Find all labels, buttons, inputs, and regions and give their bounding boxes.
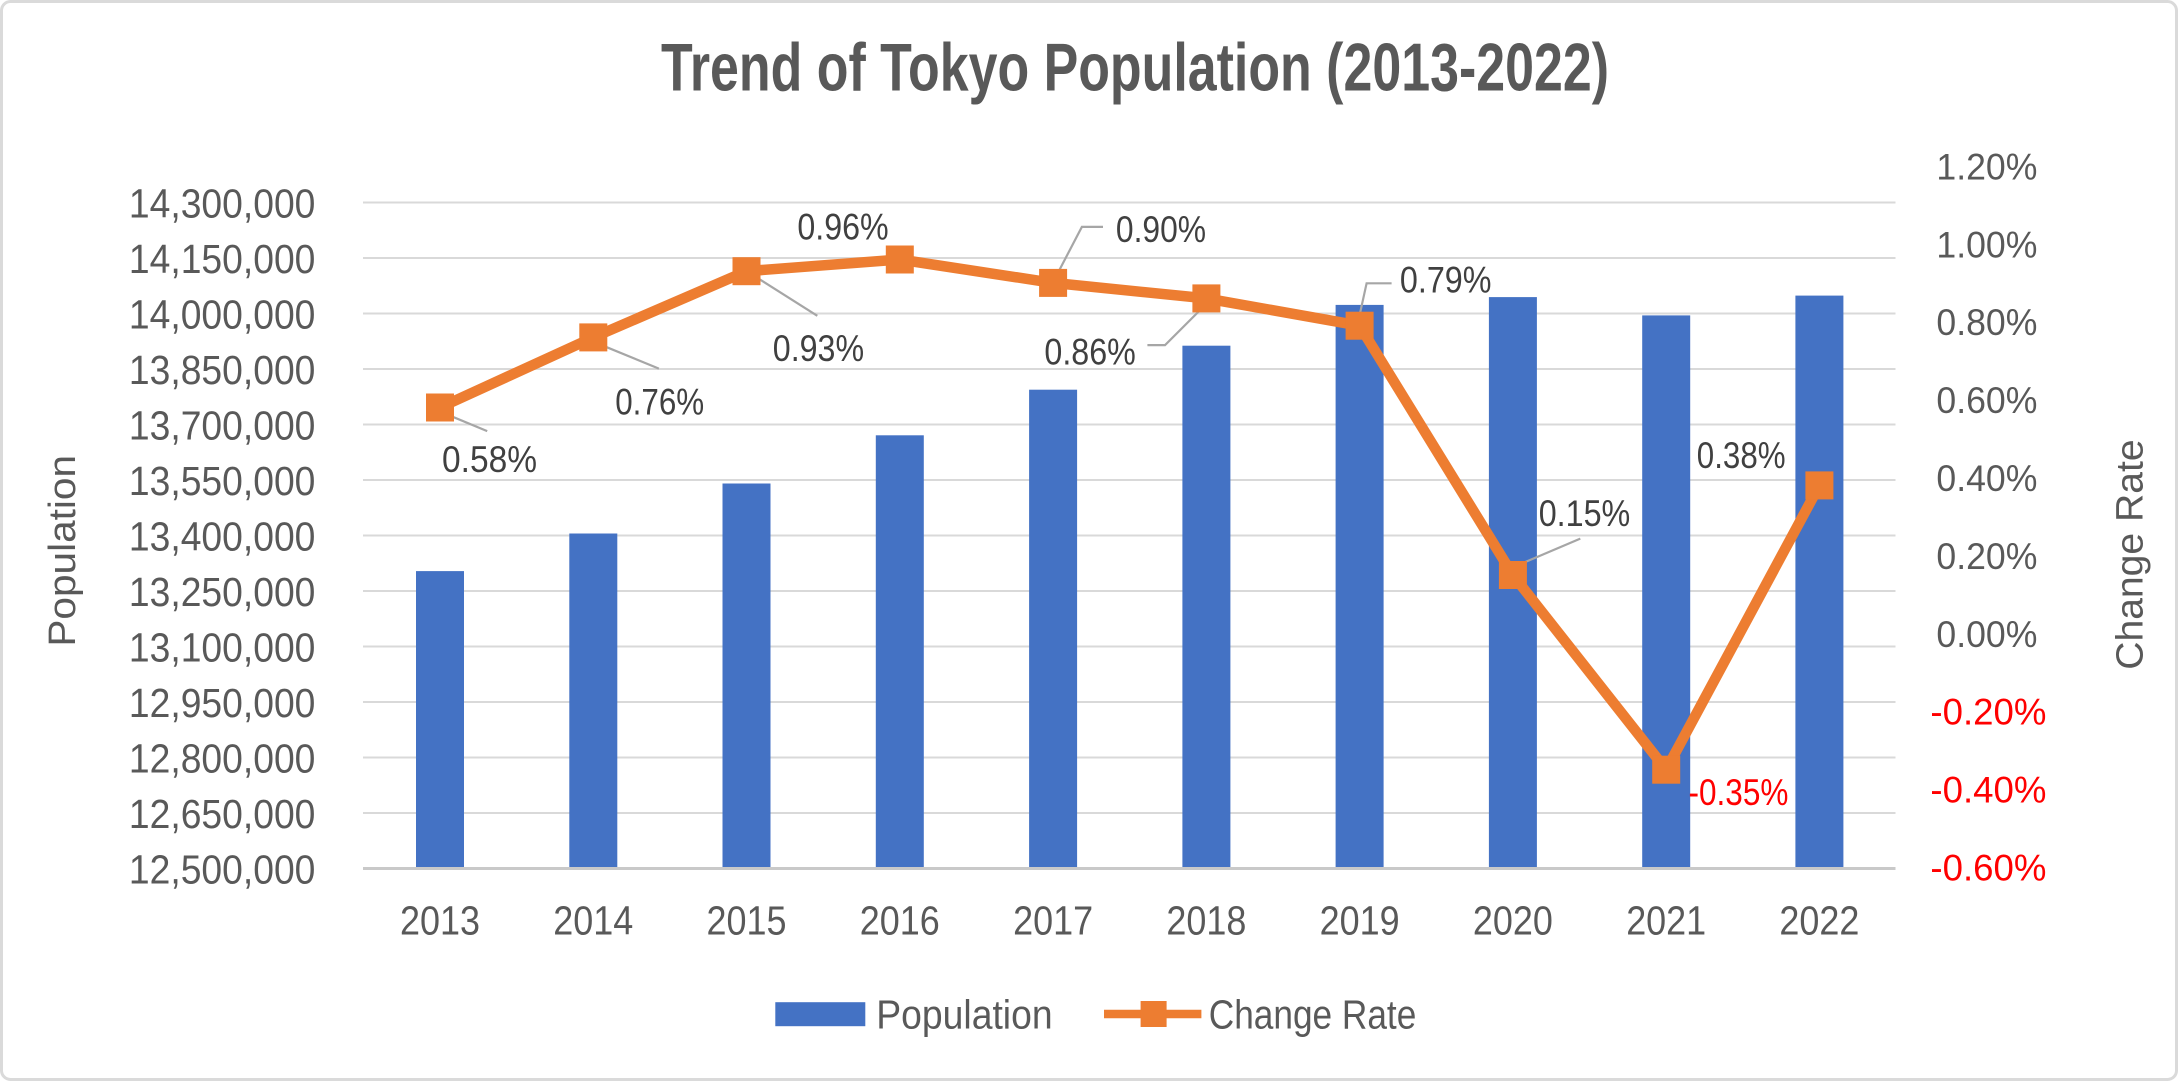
svg-text:2020: 2020 [1473, 898, 1553, 944]
svg-text:Trend of Tokyo Population (201: Trend of Tokyo Population (2013-2022) [661, 29, 1609, 105]
svg-text:0.58%: 0.58% [442, 439, 537, 480]
svg-text:0.93%: 0.93% [773, 328, 864, 369]
svg-text:2016: 2016 [860, 898, 940, 944]
svg-text:Change Rate: Change Rate [1209, 992, 1417, 1038]
svg-text:Population: Population [42, 455, 84, 647]
svg-text:-0.60%: -0.60% [1930, 848, 2046, 889]
svg-text:2018: 2018 [1166, 898, 1246, 944]
svg-text:13,850,000: 13,850,000 [129, 347, 316, 393]
svg-text:12,800,000: 12,800,000 [129, 736, 316, 782]
svg-text:0.38%: 0.38% [1697, 435, 1786, 476]
svg-text:12,500,000: 12,500,000 [129, 847, 316, 893]
svg-text:2019: 2019 [1320, 898, 1400, 944]
svg-text:14,150,000: 14,150,000 [129, 236, 316, 282]
svg-text:-0.35%: -0.35% [1689, 772, 1789, 813]
svg-text:2014: 2014 [553, 898, 633, 944]
svg-text:2013: 2013 [400, 898, 480, 944]
svg-text:0.76%: 0.76% [615, 381, 704, 422]
svg-text:-0.20%: -0.20% [1930, 692, 2046, 733]
svg-text:12,650,000: 12,650,000 [129, 791, 316, 837]
svg-text:2017: 2017 [1013, 898, 1093, 944]
svg-text:14,000,000: 14,000,000 [129, 292, 316, 338]
svg-text:0.20%: 0.20% [1936, 536, 2037, 577]
svg-text:13,700,000: 13,700,000 [129, 403, 316, 449]
svg-text:13,550,000: 13,550,000 [129, 458, 316, 504]
svg-text:13,100,000: 13,100,000 [129, 625, 316, 671]
svg-text:0.40%: 0.40% [1936, 458, 2037, 499]
svg-text:0.90%: 0.90% [1116, 209, 1206, 250]
svg-text:2022: 2022 [1779, 898, 1859, 944]
svg-text:0.15%: 0.15% [1539, 493, 1631, 534]
svg-text:-0.40%: -0.40% [1930, 770, 2046, 811]
svg-text:1.20%: 1.20% [1936, 146, 2037, 187]
svg-text:13,250,000: 13,250,000 [129, 569, 316, 615]
svg-text:0.79%: 0.79% [1400, 260, 1492, 301]
svg-text:Population: Population [876, 992, 1052, 1038]
svg-text:14,300,000: 14,300,000 [129, 181, 316, 227]
svg-text:0.80%: 0.80% [1936, 302, 2037, 343]
svg-text:2021: 2021 [1626, 898, 1706, 944]
svg-text:0.96%: 0.96% [797, 207, 888, 248]
svg-text:12,950,000: 12,950,000 [129, 680, 316, 726]
svg-text:0.00%: 0.00% [1936, 614, 2037, 655]
svg-text:2015: 2015 [707, 898, 787, 944]
svg-text:Change Rate: Change Rate [2110, 439, 2152, 669]
svg-text:1.00%: 1.00% [1936, 224, 2037, 265]
svg-text:0.86%: 0.86% [1044, 331, 1135, 372]
svg-text:0.60%: 0.60% [1936, 380, 2037, 421]
svg-text:13,400,000: 13,400,000 [129, 514, 316, 560]
